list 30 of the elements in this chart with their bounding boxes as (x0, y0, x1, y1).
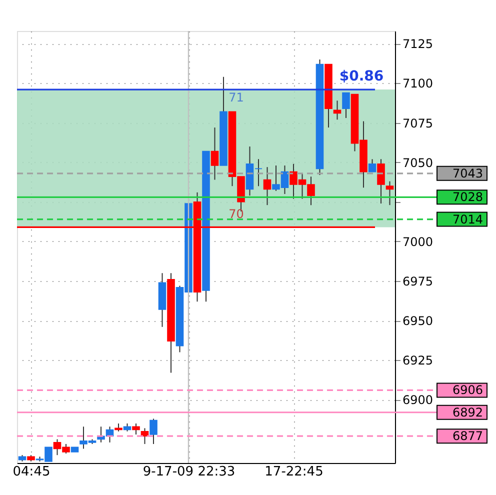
candlestick (368, 158, 376, 172)
candlestick (132, 422, 140, 436)
ref-line-label: 6892 (452, 405, 483, 420)
candlestick (377, 158, 385, 204)
y-tick-label: 7075 (402, 116, 434, 130)
x-tick-label: 04:45 (12, 464, 50, 480)
ref-line-label: 6877 (452, 429, 483, 444)
annotation: 71 (228, 90, 244, 105)
x-tick-label: 9-17-09 22:33 (142, 464, 236, 480)
candlestick (333, 100, 342, 120)
y-tick-label: 7050 (402, 156, 434, 170)
y-tick-label: 7125 (402, 37, 434, 52)
ref-line-label: 7014 (452, 212, 483, 226)
candlestick (386, 180, 394, 206)
ref-line-label: 6906 (452, 383, 483, 398)
x-tick-label: 17-22:45 (264, 464, 324, 480)
y-tick-label: 6975 (402, 274, 434, 289)
annotation: $0.86 (339, 68, 384, 85)
y-tick-label: 6950 (402, 314, 434, 328)
ref-line-label: 7028 (452, 190, 483, 204)
candlestick (342, 92, 350, 119)
annotation: 70 (228, 207, 244, 222)
y-tick-label: 6900 (402, 393, 434, 408)
candlestick (263, 166, 272, 206)
candlestick (150, 418, 158, 445)
y-tick-label: 7100 (402, 76, 434, 91)
y-tick-label: 7000 (402, 234, 434, 249)
ref-line-label: 7043 (452, 166, 483, 180)
candlestick (210, 127, 219, 180)
y-tick-label: 6925 (402, 354, 434, 368)
